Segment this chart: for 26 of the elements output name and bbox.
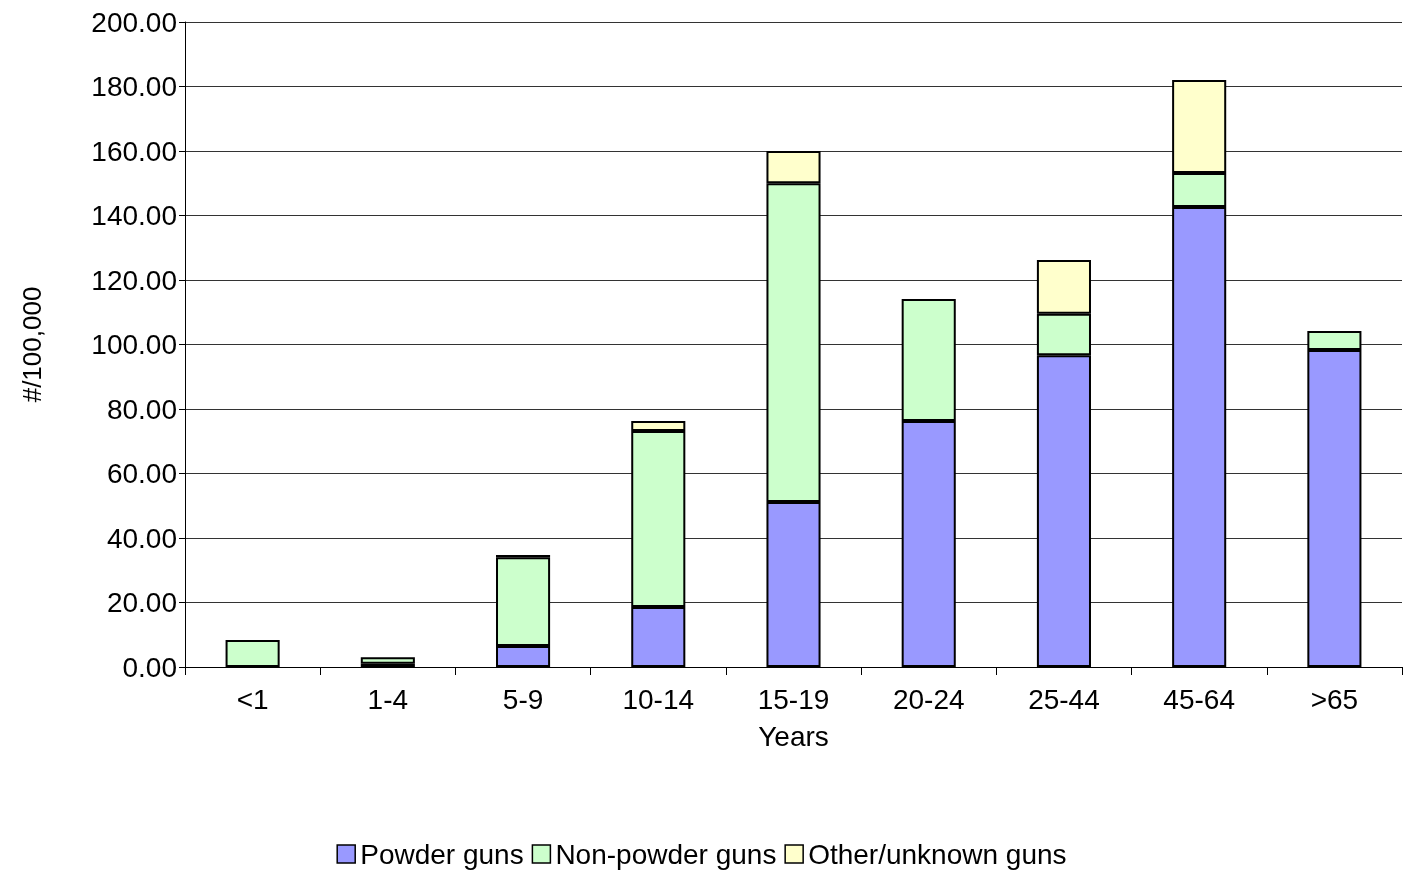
x-tick-label: 25-44 <box>1028 683 1100 715</box>
y-tick-label: 60.00 <box>106 458 177 489</box>
y-tick-label: 140.00 <box>91 200 177 231</box>
y-tick-label: 100.00 <box>91 329 177 360</box>
y-tick-label: 160.00 <box>91 135 177 167</box>
bar <box>360 657 415 664</box>
y-tick-label: 0.00 <box>122 651 177 683</box>
x-tick-label: 15-19 <box>757 683 830 715</box>
x-tick-label: 10-14 <box>622 683 695 715</box>
y-tick-label: 180.00 <box>91 71 177 102</box>
legend-label: Other/unknown guns <box>808 838 1067 870</box>
x-tick-label: 1-4 <box>367 683 409 715</box>
x-axis-title: Years <box>758 720 829 752</box>
y-tick-label: 120.00 <box>91 264 177 296</box>
legend-label: Powder guns <box>360 838 524 870</box>
y-tick-label: 20.00 <box>106 587 177 618</box>
x-tick-label: <1 <box>236 683 269 715</box>
x-tick-label: >65 <box>1310 683 1359 715</box>
y-tick-label: 200.00 <box>91 6 177 38</box>
y-tick-label: 40.00 <box>106 522 177 554</box>
y-axis-title: #/100,000 <box>17 286 47 403</box>
legend-label: Non-powder guns <box>555 838 777 870</box>
x-tick-label: 5-9 <box>502 683 544 715</box>
x-tick-label: 45-64 <box>1163 683 1235 715</box>
y-tick-label: 80.00 <box>106 393 177 425</box>
x-tick-label: 20-24 <box>892 683 965 715</box>
